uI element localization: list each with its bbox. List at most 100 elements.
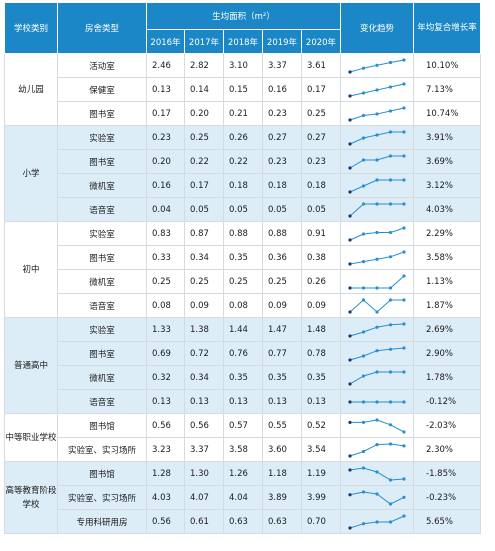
room-type-cell: 图书室 <box>57 245 147 270</box>
sparkline-point <box>375 63 379 67</box>
table-row: 微机室 0.25 0.25 0.25 0.25 0.26 1.13% <box>5 269 481 294</box>
sparkline-line <box>350 418 405 432</box>
area-value-cell: 0.72 <box>184 341 224 366</box>
area-value-cell: 0.26 <box>223 125 263 150</box>
sparkline-point <box>361 521 366 525</box>
sparkline-point <box>361 420 366 424</box>
area-value-cell: 3.23 <box>146 437 185 462</box>
sparkline-point <box>388 422 393 426</box>
area-value-cell: 0.76 <box>223 341 263 366</box>
area-value-cell: 0.18 <box>223 173 263 198</box>
room-type-cell: 图书馆 <box>57 461 147 486</box>
area-value-cell: 4.03 <box>146 485 185 510</box>
growth-rate-cell: 10.74% <box>413 101 481 126</box>
table-row: 语音室 0.13 0.13 0.13 0.13 0.13 -0.12% <box>5 389 481 414</box>
sparkline-point <box>348 309 352 314</box>
area-value-cell: 0.55 <box>262 413 302 438</box>
room-type-cell: 语音室 <box>57 197 147 222</box>
trend-sparkline-cell <box>340 341 414 366</box>
growth-rate-cell: 2.69% <box>413 317 481 342</box>
growth-rate-cell: 5.65% <box>413 509 481 534</box>
area-value-cell: 0.27 <box>301 125 341 150</box>
sparkline-point <box>375 519 379 524</box>
sparkline-line <box>350 275 405 288</box>
table-row: 微机室 0.32 0.34 0.35 0.35 0.35 1.78% <box>5 365 481 390</box>
header-trend: 变化趋势 <box>340 2 414 54</box>
sparkline-point <box>402 399 406 404</box>
area-value-cell: 0.13 <box>223 389 263 414</box>
sparkline-point <box>388 519 393 524</box>
area-value-cell: 1.28 <box>146 461 185 486</box>
area-value-cell: 0.83 <box>146 221 185 246</box>
sparkline-point <box>348 141 352 146</box>
area-value-cell: 3.89 <box>262 485 302 510</box>
group-primary: 小学 实验室 0.23 0.25 0.26 0.27 0.27 3.91% 图书室 0.20 0.2… <box>4 125 481 222</box>
growth-rate-cell: 1.87% <box>413 293 481 318</box>
area-value-cell: 0.16 <box>262 77 302 102</box>
area-value-cell: 0.13 <box>301 389 341 414</box>
sparkline <box>348 369 406 386</box>
area-value-cell: 0.23 <box>301 149 341 174</box>
sparkline-point <box>375 369 379 374</box>
school-category-cell: 普通高中 <box>4 317 58 414</box>
sparkline <box>348 441 406 458</box>
sparkline-point <box>348 453 352 458</box>
table-row: 专用科研用房 0.56 0.61 0.63 0.63 0.70 5.65% <box>5 509 481 534</box>
sparkline-line <box>349 179 404 192</box>
trend-sparkline-cell <box>340 197 414 222</box>
header-year-2017: 2017年 <box>184 29 224 54</box>
area-value-cell: 0.21 <box>223 101 263 126</box>
trend-sparkline-cell <box>340 149 414 174</box>
trend-sparkline-cell <box>340 53 414 78</box>
sparkline-point <box>402 81 406 86</box>
area-value-cell: 0.25 <box>184 125 224 150</box>
area-value-cell: 0.87 <box>184 221 224 246</box>
area-value-cell: 0.56 <box>146 413 185 438</box>
header-year-2018: 2018年 <box>223 29 263 54</box>
school-category-cell: 初中 <box>4 221 58 318</box>
sparkline-point <box>402 225 406 230</box>
area-value-cell: 0.13 <box>146 77 185 102</box>
sparkline-point <box>375 257 379 261</box>
table-row: 图书室 0.20 0.22 0.22 0.23 0.23 3.69% <box>5 149 481 174</box>
sparkline-point <box>388 254 393 258</box>
area-value-cell: 0.88 <box>262 221 302 246</box>
sparkline-point <box>361 297 366 302</box>
area-value-cell: 0.56 <box>146 509 185 534</box>
growth-rate-cell: 4.03% <box>413 197 481 222</box>
group-kindergarten: 幼儿园 活动室 2.46 2.82 3.10 3.37 3.61 10.10% 保健室 0.13 0… <box>4 53 481 126</box>
sparkline-point <box>402 495 406 499</box>
area-value-cell: 0.08 <box>223 293 263 318</box>
room-type-cell: 图书馆 <box>57 413 147 438</box>
header-year-2016: 2016年 <box>146 29 185 54</box>
sparkline-point <box>361 231 366 236</box>
area-value-cell: 0.13 <box>262 389 302 414</box>
sparkline-point <box>388 297 393 302</box>
sparkline <box>348 57 406 74</box>
area-value-cell: 0.25 <box>223 269 263 294</box>
area-value-cell: 1.18 <box>262 461 302 486</box>
area-value-cell: 0.14 <box>184 77 224 102</box>
growth-rate-cell: 2.30% <box>413 437 481 462</box>
room-type-cell: 语音室 <box>57 293 147 318</box>
sparkline-point <box>388 108 393 113</box>
sparkline-point <box>348 399 352 404</box>
sparkline-point <box>402 476 406 481</box>
sparkline-point <box>388 230 393 234</box>
area-value-cell: 0.38 <box>301 245 341 270</box>
trend-sparkline-cell <box>340 389 414 414</box>
sparkline-point <box>375 348 379 352</box>
table-row: 小学 实验室 0.23 0.25 0.26 0.27 0.27 3.91% <box>4 125 481 222</box>
table-row: 微机室 0.16 0.17 0.18 0.18 0.18 3.12% <box>5 173 481 198</box>
sparkline-point <box>402 369 406 374</box>
growth-rate-cell: -2.03% <box>413 413 481 438</box>
area-value-cell: 1.48 <box>301 317 341 342</box>
growth-rate-cell: 3.91% <box>413 125 481 150</box>
sparkline-point <box>348 381 352 386</box>
sparkline-point <box>348 93 352 98</box>
area-value-cell: 0.18 <box>262 173 302 198</box>
sparkline <box>348 153 406 170</box>
sparkline-point <box>375 491 379 496</box>
area-value-cell: 0.25 <box>262 269 302 294</box>
trend-sparkline-cell <box>340 413 414 438</box>
